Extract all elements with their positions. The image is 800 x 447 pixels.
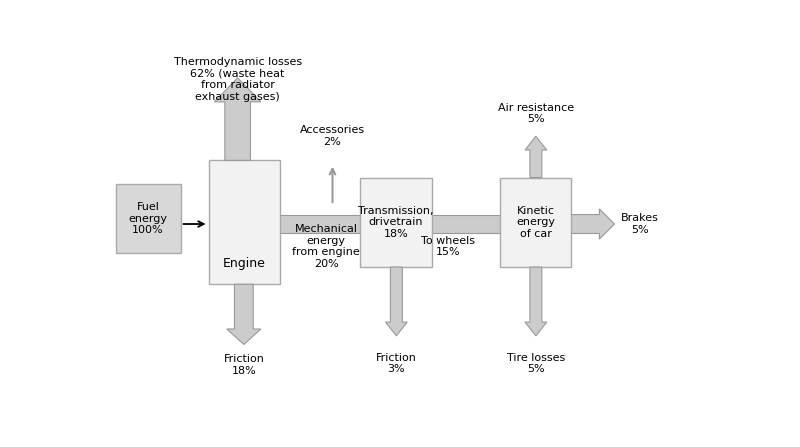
Bar: [209, 160, 280, 284]
Text: To wheels
15%: To wheels 15%: [422, 236, 475, 257]
FancyArrow shape: [525, 136, 546, 177]
FancyArrow shape: [214, 78, 261, 160]
Text: Fuel
energy
100%: Fuel energy 100%: [129, 202, 167, 236]
Bar: [280, 215, 360, 233]
Text: Transmission,
drivetrain
18%: Transmission, drivetrain 18%: [358, 206, 434, 239]
Bar: [432, 215, 500, 233]
FancyArrow shape: [226, 284, 261, 345]
Text: Friction
3%: Friction 3%: [376, 353, 417, 374]
FancyArrow shape: [386, 267, 407, 336]
Text: Brakes
5%: Brakes 5%: [621, 213, 658, 235]
Bar: [500, 177, 571, 267]
Text: Mechanical
energy
from engine
20%: Mechanical energy from engine 20%: [293, 224, 360, 269]
FancyArrow shape: [571, 209, 614, 239]
Bar: [360, 177, 432, 267]
Text: Accessories
2%: Accessories 2%: [300, 125, 365, 147]
Bar: [115, 185, 181, 253]
Text: Tire losses
5%: Tire losses 5%: [506, 353, 565, 374]
Text: Kinetic
energy
of car: Kinetic energy of car: [516, 206, 555, 239]
Text: Air resistance
5%: Air resistance 5%: [498, 103, 574, 124]
Text: Engine: Engine: [222, 257, 266, 270]
FancyArrow shape: [525, 267, 546, 336]
Text: Thermodynamic losses
62% (waste heat
from radiator
exhaust gases): Thermodynamic losses 62% (waste heat fro…: [174, 57, 302, 102]
Text: Friction
18%: Friction 18%: [223, 354, 264, 376]
